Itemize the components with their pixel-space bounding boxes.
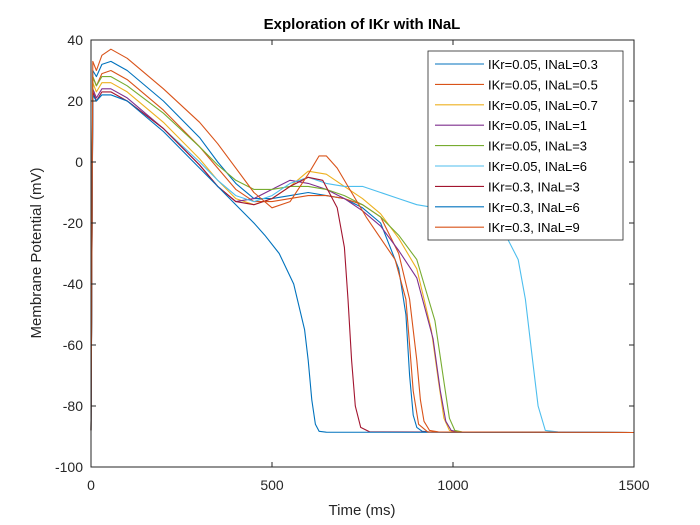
y-tick-label: -100 <box>55 459 83 475</box>
x-tick-label: 1500 <box>618 477 649 493</box>
legend-entry: IKr=0.05, INaL=6 <box>488 159 587 174</box>
series-line-1 <box>90 60 635 434</box>
y-tick-label: -20 <box>63 215 83 231</box>
series-line-9 <box>90 48 635 434</box>
ticks-layer: 0 500 1000 1500 -100 -80 -60 -40 -20 0 20 40 <box>55 32 650 493</box>
legend: IKr=0.05, INaL=0.3 IKr=0.05, INaL=0.5 IKr=… <box>427 50 624 241</box>
x-tick-label: 500 <box>260 477 284 493</box>
series-line-7 <box>90 91 635 434</box>
legend-entry: IKr=0.05, INaL=3 <box>488 139 587 154</box>
y-tick-label: -60 <box>63 337 83 353</box>
y-tick-label: -40 <box>63 276 83 292</box>
y-axis-label: Membrane Potential (mV) <box>28 168 45 339</box>
legend-entry: IKr=0.3, INaL=9 <box>488 220 580 235</box>
x-tick-label: 0 <box>87 477 95 493</box>
legend-entry: IKr=0.3, INaL=6 <box>488 200 580 215</box>
y-tick-label: 20 <box>67 93 83 109</box>
y-tick-label: 40 <box>67 32 83 48</box>
chart-title: Exploration of IKr with INaL <box>264 16 461 33</box>
legend-entry: IKr=0.05, INaL=0.5 <box>488 77 598 92</box>
x-axis-label: Time (ms) <box>329 502 396 519</box>
legend-entry: IKr=0.05, INaL=0.3 <box>488 57 598 72</box>
legend-entry: IKr=0.05, INaL=1 <box>488 118 587 133</box>
y-tick-label: 0 <box>75 154 83 170</box>
x-tick-label: 1000 <box>437 477 468 493</box>
y-tick-label: -80 <box>63 398 83 414</box>
series-line-2 <box>90 69 635 434</box>
series-layer <box>90 48 635 434</box>
legend-entry: IKr=0.05, INaL=0.7 <box>488 98 598 113</box>
legend-entry: IKr=0.3, INaL=3 <box>488 179 580 194</box>
series-line-8 <box>90 94 635 434</box>
series-line-5 <box>90 76 635 434</box>
